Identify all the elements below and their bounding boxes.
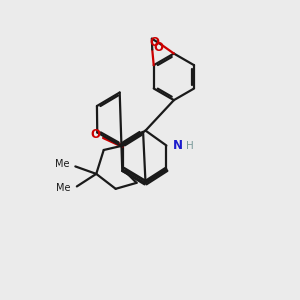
Text: O: O <box>149 35 160 49</box>
Text: O: O <box>91 128 101 141</box>
Text: O: O <box>154 40 164 54</box>
Text: N: N <box>173 139 183 152</box>
Text: Me: Me <box>56 183 71 193</box>
Text: Me: Me <box>55 159 69 169</box>
Text: H: H <box>186 140 194 151</box>
